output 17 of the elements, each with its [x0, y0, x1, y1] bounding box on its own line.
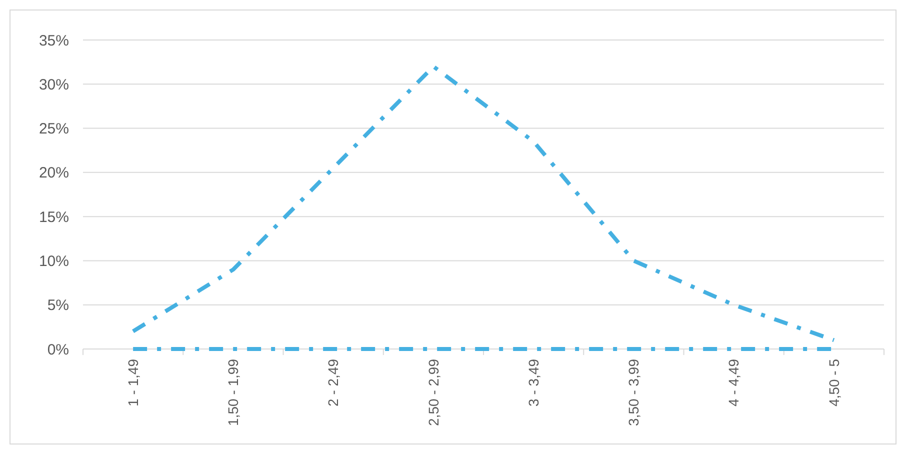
y-tick-label: 25% [38, 120, 69, 138]
y-tick-label: 10% [38, 252, 69, 270]
y-tick-label: 30% [38, 76, 69, 94]
line-series [131, 64, 836, 342]
x-tick-label: 3,50 - 3,99 [626, 358, 642, 426]
x-tick-label: 2 - 2,49 [325, 358, 342, 406]
x-tick-label: 2,50 - 2,99 [425, 358, 442, 426]
x-tick-label: 4,50 - 5 [826, 358, 842, 406]
x-tick-label: 3 - 3,49 [525, 358, 542, 406]
x-tick-label: 1,50 - 1,99 [225, 358, 242, 426]
y-tick-label: 0% [47, 341, 69, 358]
y-tick-label: 35% [38, 32, 69, 50]
y-tick-label: 20% [38, 164, 69, 182]
x-tick-label: 1 - 1,49 [124, 358, 141, 406]
y-tick-label: 15% [38, 208, 69, 226]
x-tick-label: 4 - 4,49 [726, 358, 742, 406]
y-tick-label: 5% [47, 297, 69, 314]
